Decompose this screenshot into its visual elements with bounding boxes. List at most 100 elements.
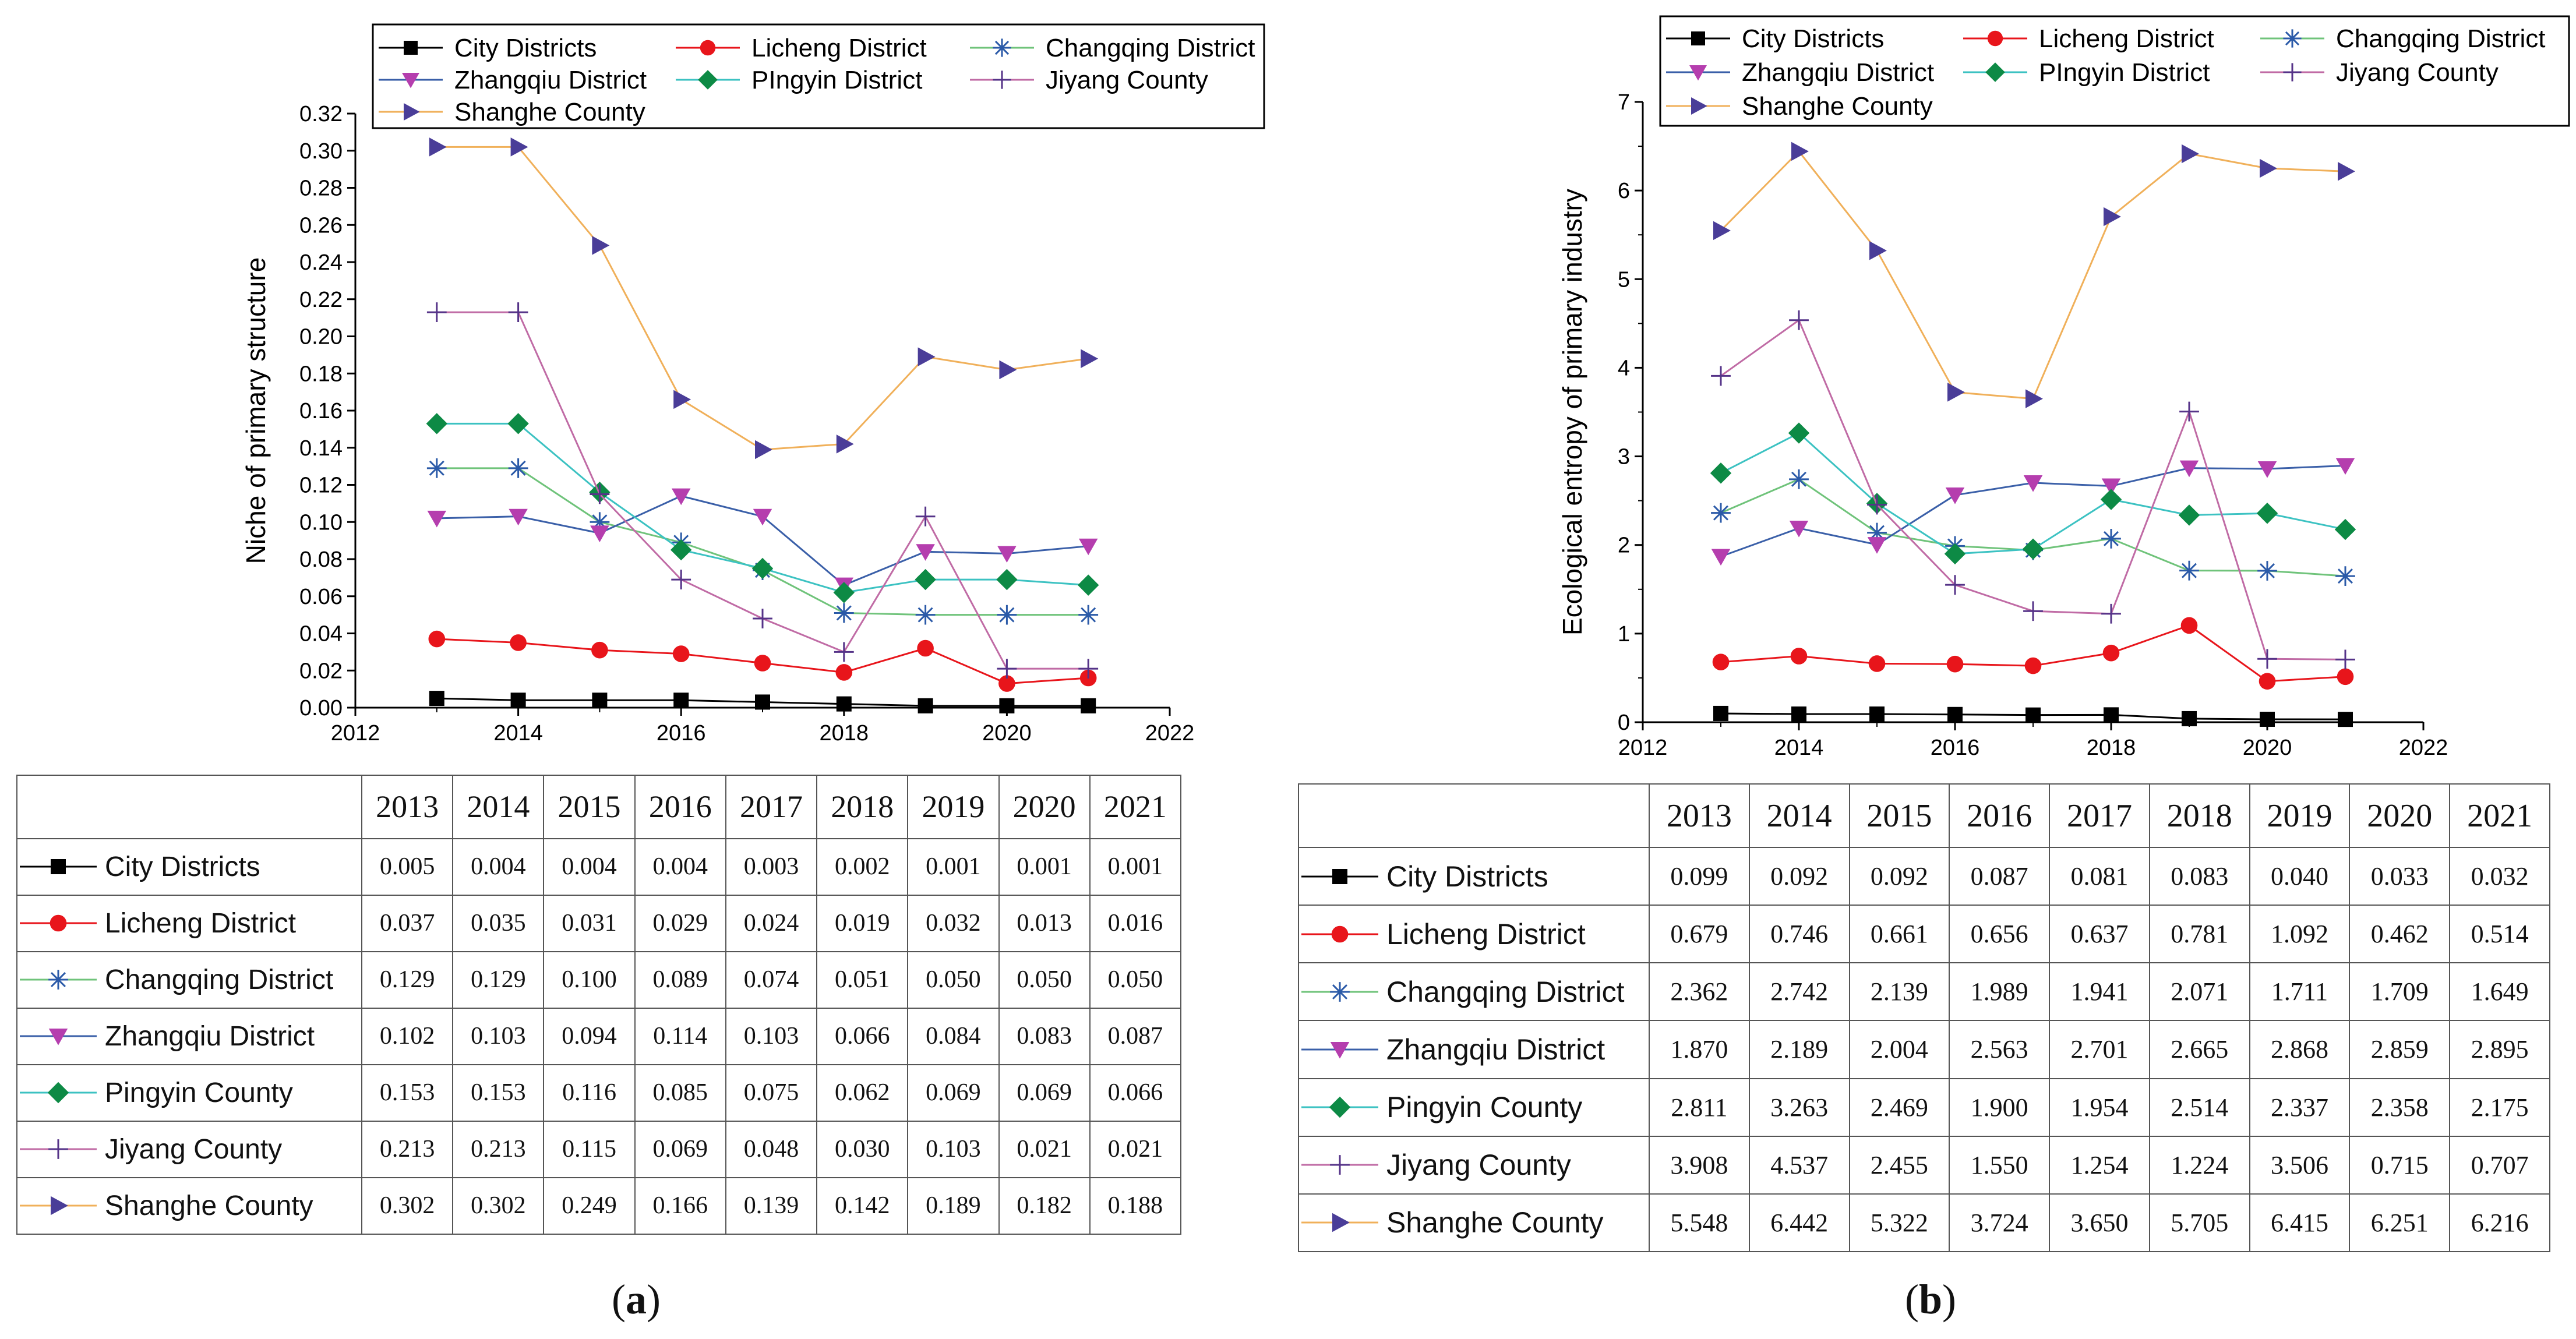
table-header-row: 2013 2014 2015 2016 2017 2018 2019 2020 2021 bbox=[16, 775, 1182, 839]
table-row-label: Licheng District bbox=[1298, 905, 1650, 964]
legend-label: Jiyang County bbox=[1046, 66, 1208, 94]
data-point bbox=[1946, 655, 1964, 673]
data-point bbox=[429, 137, 447, 157]
data-point bbox=[915, 568, 936, 591]
table-row-label-text: Pingyin County bbox=[1386, 1091, 1583, 1124]
table-row-label: Shanghe County bbox=[1298, 1193, 1650, 1253]
table-cell: 2.004 bbox=[1848, 1020, 1950, 1079]
table-header-row: 2013 2014 2015 2016 2017 2018 2019 2020 2021 bbox=[1298, 783, 2550, 849]
table-row-label-text: City Districts bbox=[1386, 860, 1548, 893]
table-year-header: 2016 bbox=[634, 775, 726, 839]
data-point bbox=[671, 570, 691, 589]
data-point bbox=[1947, 383, 1965, 402]
series-licheng bbox=[428, 630, 1097, 692]
legend-item: PIngyin District bbox=[1963, 58, 2210, 87]
data-point bbox=[836, 434, 854, 454]
table-cell: 0.249 bbox=[543, 1177, 636, 1235]
data-point bbox=[2101, 529, 2121, 549]
legend-marker bbox=[700, 40, 716, 56]
table-cell: 2.859 bbox=[2349, 1020, 2451, 1079]
data-point bbox=[507, 413, 529, 434]
table-cell: 2.469 bbox=[1848, 1077, 1950, 1137]
table-cell: 0.050 bbox=[907, 951, 1000, 1009]
data-point bbox=[1789, 469, 1809, 489]
table-cell: 0.084 bbox=[907, 1007, 1000, 1065]
table-cell: 0.005 bbox=[361, 838, 454, 896]
data-point bbox=[590, 525, 609, 542]
legend-marker bbox=[1987, 30, 2003, 47]
data-point bbox=[590, 484, 610, 504]
y-axis-label: Ecological entropy of primary industry bbox=[1557, 189, 1587, 635]
data-point bbox=[672, 645, 690, 662]
table-cell: 1.989 bbox=[1949, 962, 2051, 1022]
y-tick-label: 0.24 bbox=[299, 250, 343, 275]
legend-swatch-icon bbox=[1301, 1155, 1378, 1175]
series-city bbox=[429, 691, 1096, 713]
data-point bbox=[753, 609, 772, 628]
data-point bbox=[2335, 566, 2355, 587]
table-cell: 0.004 bbox=[634, 838, 726, 896]
y-tick-label: 0.18 bbox=[299, 362, 343, 386]
table-cell: 0.188 bbox=[1089, 1177, 1182, 1235]
legend-marker bbox=[1691, 31, 1705, 45]
table-cell: 0.189 bbox=[907, 1177, 1000, 1235]
table-cell: 2.455 bbox=[1848, 1135, 1950, 1195]
table-cell: 0.050 bbox=[998, 951, 1091, 1009]
series-line bbox=[1720, 432, 2346, 555]
data-point bbox=[2025, 707, 2041, 723]
legend-swatch-icon bbox=[20, 859, 97, 875]
table-cell: 2.189 bbox=[1748, 1020, 1850, 1079]
series-jiyang bbox=[1711, 310, 2355, 670]
table-row-label-text: Zhangqiu District bbox=[105, 1020, 315, 1052]
data-point bbox=[510, 634, 527, 651]
table-cell: 0.048 bbox=[725, 1120, 818, 1178]
data-point bbox=[508, 302, 528, 322]
table-row: Licheng District 0.679 0.746 0.661 0.656 0.63… bbox=[1298, 905, 2550, 964]
table-cell: 0.062 bbox=[816, 1064, 909, 1122]
panel-label-a: (a) bbox=[612, 1276, 661, 1323]
legend-item: Shanghe County bbox=[379, 98, 645, 126]
table-cell: 0.142 bbox=[816, 1177, 909, 1235]
data-point bbox=[426, 458, 447, 478]
series-city bbox=[1713, 705, 2353, 727]
legend-swatch-icon bbox=[1301, 1213, 1378, 1232]
data-point bbox=[510, 137, 528, 157]
table-row: Licheng District 0.037 0.035 0.031 0.029 0.02… bbox=[16, 894, 1182, 952]
table-cell: 4.537 bbox=[1748, 1135, 1850, 1195]
chart-a: 0.00 0.02 0.04 0.06 0.08 0.10 0.12 0.14 0.16 0.18… bbox=[241, 23, 1265, 746]
data-point bbox=[754, 655, 771, 672]
data-point bbox=[1711, 366, 1731, 386]
x-tick-label: 2014 bbox=[493, 721, 543, 746]
swatch-marker bbox=[48, 1029, 68, 1046]
y-tick-label: 0 bbox=[1618, 711, 1630, 735]
table-row-label: City Districts bbox=[16, 838, 362, 896]
x-tick-label: 2020 bbox=[982, 721, 1032, 746]
data-point bbox=[1078, 605, 1099, 625]
table-cell: 3.263 bbox=[1748, 1077, 1850, 1137]
data-point bbox=[835, 664, 853, 681]
data-point bbox=[2338, 162, 2355, 181]
y-tick-label: 0.00 bbox=[299, 696, 343, 720]
legend-marker bbox=[404, 41, 418, 55]
table-row: Shanghe County 0.302 0.302 0.249 0.166 0.139 0… bbox=[16, 1177, 1182, 1235]
data-point bbox=[509, 508, 528, 526]
legend-item: Shanghe County bbox=[1666, 92, 1933, 121]
series-jiyang bbox=[426, 302, 1099, 679]
series-licheng bbox=[1712, 617, 2354, 690]
y-tick-label: 0.32 bbox=[299, 102, 343, 126]
table-cell: 0.153 bbox=[452, 1064, 545, 1122]
table-cell: 0.016 bbox=[1089, 894, 1182, 952]
legend-swatch-icon bbox=[20, 970, 97, 990]
table-cell: 1.941 bbox=[2049, 962, 2150, 1022]
table-row: Changqing District 2.362 2.742 2.139 1.989 1.… bbox=[1298, 962, 2550, 1022]
data-point bbox=[2260, 158, 2277, 178]
series-shanghe bbox=[429, 137, 1099, 460]
table-cell: 0.002 bbox=[816, 838, 909, 896]
data-point bbox=[1710, 462, 1732, 484]
data-point bbox=[426, 413, 447, 434]
table-cell: 2.665 bbox=[2148, 1020, 2250, 1079]
x-tick-label: 2016 bbox=[657, 721, 706, 746]
swatch-marker bbox=[50, 915, 67, 932]
legend-swatch-icon bbox=[1301, 1041, 1378, 1059]
data-point bbox=[1713, 705, 1728, 721]
